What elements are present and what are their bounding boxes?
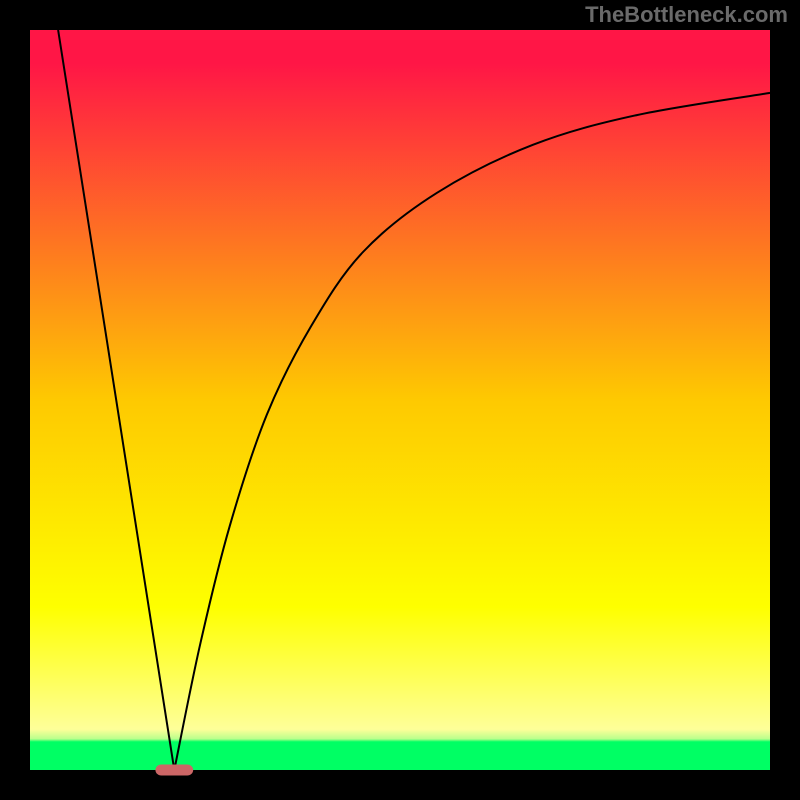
chart-container: TheBottleneck.com xyxy=(0,0,800,800)
chart-plot-area xyxy=(30,30,770,770)
optimum-marker xyxy=(155,764,193,775)
bottleneck-chart xyxy=(0,0,800,800)
watermark-text: TheBottleneck.com xyxy=(585,2,788,28)
